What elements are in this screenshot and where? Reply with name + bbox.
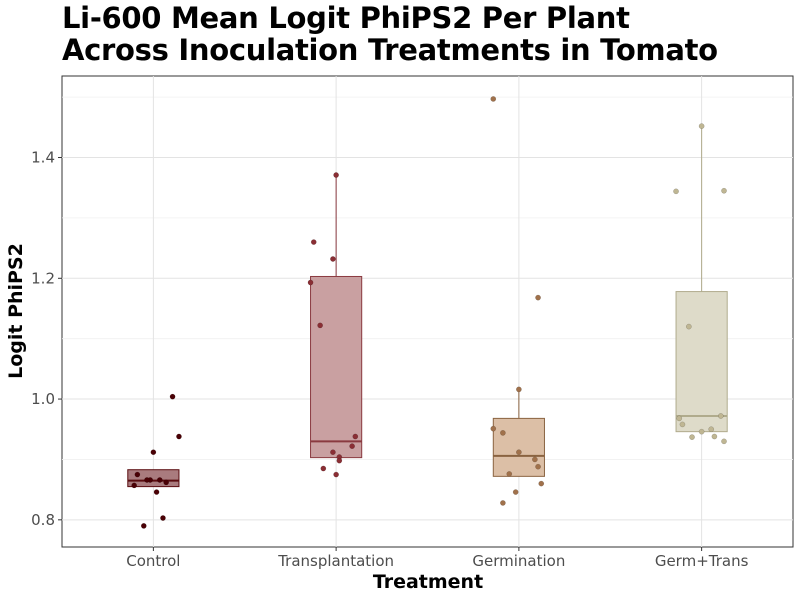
data-point: [516, 386, 522, 393]
y-tick-label: 1.4: [31, 149, 55, 167]
data-point: [307, 279, 314, 286]
data-point: [679, 421, 686, 428]
box-germ-trans: [675, 126, 728, 433]
box-iqr: [675, 291, 728, 433]
data-point: [310, 239, 317, 245]
data-point: [516, 449, 522, 456]
data-point: [676, 415, 683, 422]
chart-title-line-2: Across Inoculation Treatments in Tomato: [62, 33, 718, 67]
point-series: [131, 96, 727, 529]
data-point: [144, 477, 150, 483]
box-series: [127, 126, 728, 488]
data-point: [131, 482, 138, 489]
plot-panel: [61, 75, 794, 548]
y-axis: 0.8 1.0 1.2 1.4: [31, 149, 62, 529]
data-point: [156, 477, 163, 483]
data-point: [336, 457, 343, 464]
data-point: [535, 463, 541, 470]
y-tick-label: 0.8: [31, 511, 55, 529]
x-axis-title: Treatment: [373, 571, 483, 593]
chart-title-line-1: Li-600 Mean Logit PhiPS2 Per Plant: [62, 1, 630, 35]
data-point: [698, 428, 705, 435]
x-axis: Control Transplantation Germination Germ+Tr…: [126, 547, 749, 570]
data-point: [333, 172, 339, 178]
data-point: [153, 489, 160, 495]
data-point: [163, 479, 170, 486]
x-tick-label: Germ+Trans: [655, 552, 749, 570]
data-point: [698, 123, 705, 129]
data-point: [538, 480, 545, 487]
data-point: [176, 433, 182, 440]
data-point: [500, 430, 506, 436]
data-point: [169, 393, 176, 400]
data-point: [333, 471, 339, 478]
data-point: [685, 323, 692, 330]
data-point: [330, 449, 336, 456]
data-point: [490, 425, 497, 432]
x-tick-label: Germination: [472, 552, 565, 570]
x-tick-label: Transplantation: [277, 552, 394, 570]
data-point: [500, 500, 506, 506]
data-point: [721, 187, 727, 194]
y-axis-title: Logit PhiPS2: [5, 243, 27, 379]
data-point: [160, 515, 166, 521]
data-point: [330, 256, 336, 262]
data-point: [535, 294, 541, 301]
data-point: [711, 433, 718, 440]
y-tick-label: 1.0: [31, 390, 55, 408]
box-iqr: [310, 275, 363, 459]
data-point: [506, 471, 513, 477]
data-point: [320, 465, 327, 472]
chart-title: Li-600 Mean Logit PhiPS2 Per Plant Acros…: [62, 2, 718, 66]
data-point: [721, 438, 727, 445]
data-point: [134, 471, 141, 478]
data-point: [673, 188, 679, 195]
data-point: [532, 456, 538, 463]
box-transplantation: [310, 175, 363, 459]
data-point: [512, 489, 519, 495]
data-point: [717, 413, 724, 419]
data-point: [352, 433, 359, 440]
data-point: [689, 434, 695, 440]
y-tick-label: 1.2: [31, 269, 55, 287]
data-point: [349, 443, 355, 450]
data-point: [150, 449, 157, 456]
data-point: [140, 523, 147, 529]
data-point: [317, 322, 323, 329]
x-tick-label: Control: [126, 552, 180, 570]
data-point: [708, 426, 715, 433]
data-point: [490, 96, 497, 102]
